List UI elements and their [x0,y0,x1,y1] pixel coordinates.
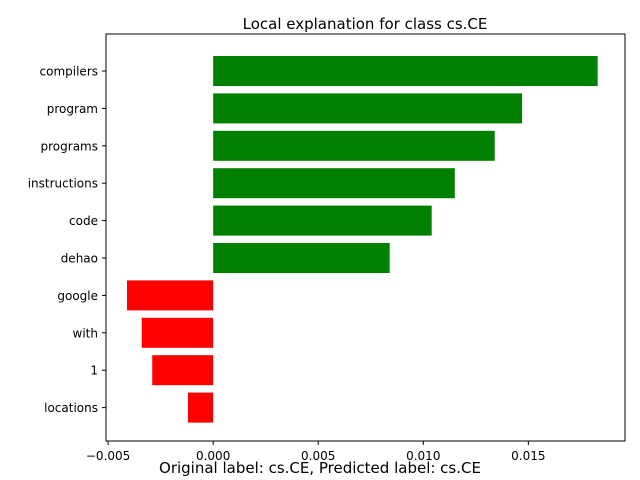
bar-instructions [213,168,455,199]
y-tick-label: programs [41,139,98,153]
label-caption: Original label: cs.CE, Predicted label: … [159,459,481,477]
x-tick-label: 0.015 [511,449,545,463]
x-tick-label: 0.000 [196,449,230,463]
y-tick-labels: compilers program programs instructions code… [28,65,106,415]
bar-dehao [213,243,390,273]
y-tick-label: locations [44,401,98,415]
y-tick-label: dehao [61,252,98,266]
y-tick-label: program [47,102,98,116]
x-tick-label: −0.005 [86,449,130,463]
chart-title: Local explanation for class cs.CE [243,15,488,33]
bar-1 [152,355,214,386]
bar-program [213,93,523,124]
x-tick-label: 0.005 [301,449,335,463]
bar-programs [213,130,495,161]
x-ticks: −0.005 0.000 0.005 0.010 0.015 [86,441,546,463]
bar-with [141,317,214,348]
bar-code [213,205,432,236]
bars-group [127,56,598,423]
x-tick-label: 0.010 [406,449,440,463]
y-tick-label: with [73,326,98,340]
y-tick-label: instructions [28,177,98,191]
y-tick-label: code [69,214,98,228]
plot-frame [105,33,626,442]
y-tick-label: 1 [90,364,98,378]
y-tick-label: compilers [40,65,98,79]
bar-locations [187,392,214,423]
y-tick-label: google [57,289,98,303]
bar-compilers [213,56,598,86]
bar-google [127,280,214,311]
